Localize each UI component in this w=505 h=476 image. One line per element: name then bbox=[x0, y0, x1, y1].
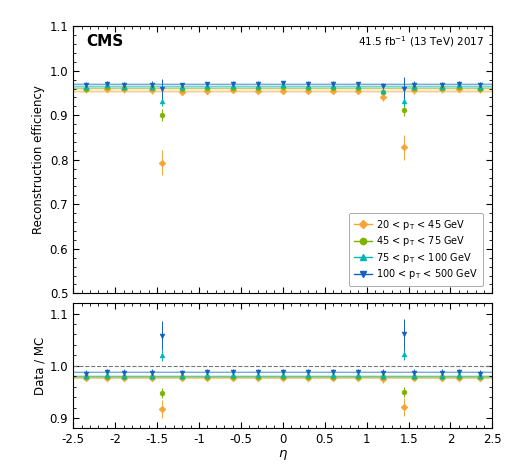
Y-axis label: Data / MC: Data / MC bbox=[34, 337, 47, 395]
Legend: 20 < p$_{\mathrm{T}}$ < 45 GeV, 45 < p$_{\mathrm{T}}$ < 75 GeV, 75 < p$_{\mathrm: 20 < p$_{\mathrm{T}}$ < 45 GeV, 45 < p$_… bbox=[349, 213, 483, 286]
Text: CMS: CMS bbox=[86, 34, 123, 49]
Y-axis label: Reconstruction efficiency: Reconstruction efficiency bbox=[32, 85, 45, 234]
X-axis label: $\eta$: $\eta$ bbox=[278, 447, 288, 462]
Text: 41.5 fb$^{-1}$ (13 TeV) 2017: 41.5 fb$^{-1}$ (13 TeV) 2017 bbox=[358, 34, 484, 49]
